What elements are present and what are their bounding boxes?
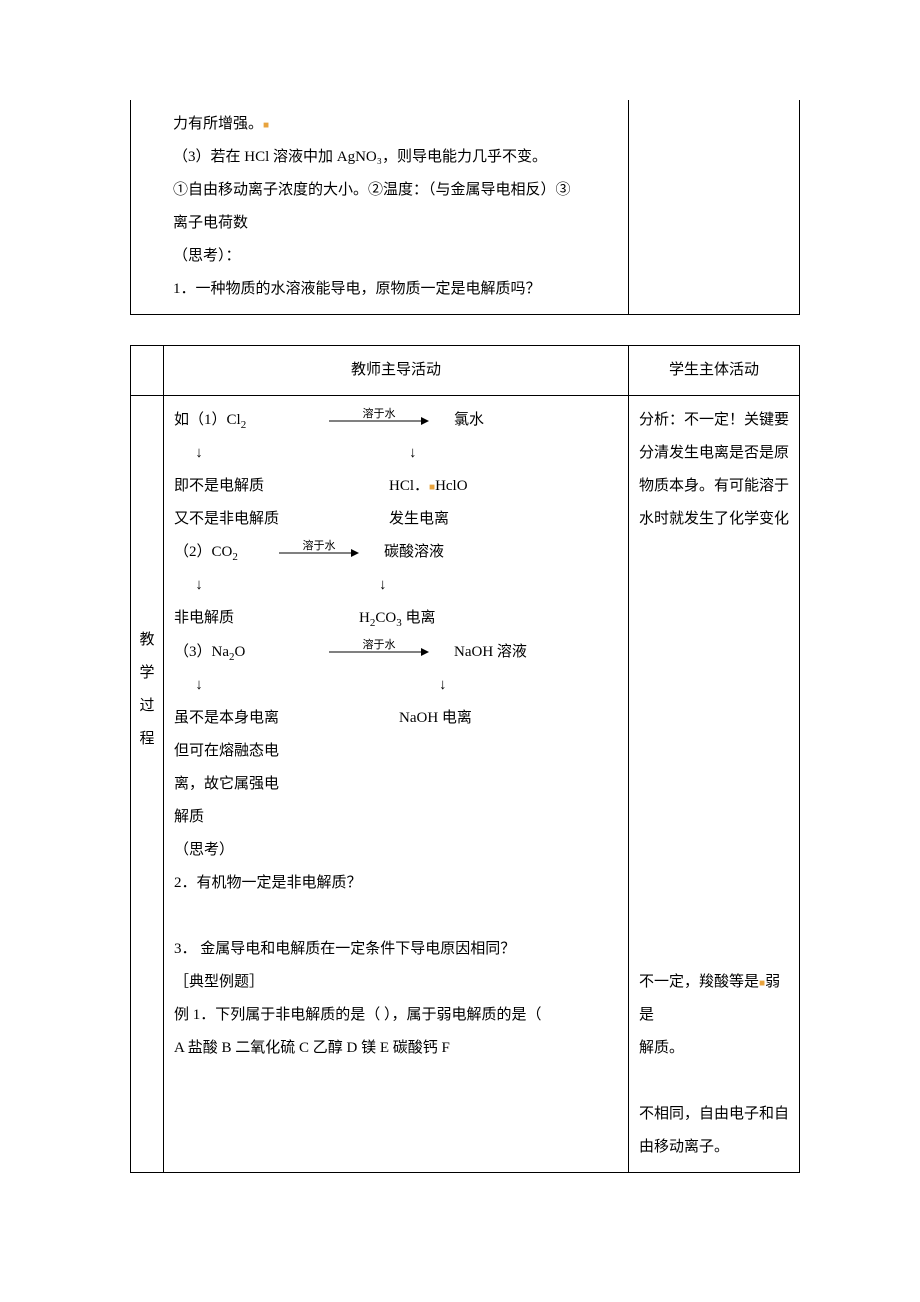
rxn3-left-text: （3）Na: [174, 644, 229, 660]
rxn3-line: （3）Na2O 溶于水 NaOH 溶液: [174, 636, 618, 669]
rxn3-res4: 解质: [174, 801, 618, 834]
main-table: 教师主导活动 学生主体活动 教 学 过 程 如（1）Cl2: [130, 345, 800, 1173]
down-arrow-icon: ↓: [174, 569, 224, 602]
rxn1-left-text: 如（1）Cl: [174, 412, 241, 428]
t1-line: ①自由移动离子浓度的大小。②温度：（与金属导电相反）③: [173, 174, 618, 207]
rxn3-left: （3）Na2O: [174, 636, 324, 669]
orange-dot-icon: ■: [263, 120, 269, 131]
rxn3-right: NaOH 溶液: [454, 636, 527, 669]
header-label-cell: [131, 346, 164, 396]
rxn1-line: 如（1）Cl2 溶于水 氯水: [174, 404, 618, 437]
header-student: 学生主体活动: [629, 346, 800, 396]
header-teacher: 教师主导活动: [164, 346, 629, 396]
rxn2-res1-right: H2CO3 电离: [359, 602, 435, 635]
down-arrow-icon: ↓: [379, 569, 387, 602]
teacher-cell: 如（1）Cl2 溶于水 氯水 ↓ ↓ 即不是电解质 HCl．■HclO: [164, 396, 629, 1173]
rxn3-res1-right: NaOH 电离: [399, 702, 472, 735]
student-block-2: 不一定，羧酸等是■弱是 解质。: [639, 966, 789, 1065]
rxn2-res1: 非电解质 H2CO3 电离: [174, 602, 618, 635]
sb2-line-text: 不一定，羧酸等是: [639, 974, 759, 990]
rxn3-down: ↓ ↓: [174, 669, 618, 702]
t1-line: （3）若在 HCl 溶液中加 AgNO₃，则导电能力几乎不变。: [173, 141, 618, 174]
arrow-wrap: 溶于水: [324, 416, 434, 426]
rxn2-left: （2）CO2: [174, 536, 274, 569]
t1-line-text: 力有所增强。: [173, 116, 263, 132]
rxn3-res1-left: 虽不是本身电离: [174, 702, 344, 735]
arrow-wrap: 溶于水: [324, 647, 434, 657]
down-arrow-icon: ↓: [439, 669, 447, 702]
down-arrow-icon: ↓: [174, 437, 224, 470]
rxn1-res1-left: 即不是电解质: [174, 470, 344, 503]
rxn1-left-sub: 2: [241, 419, 247, 431]
sb1-line: 分清发生电离是否是原: [639, 437, 789, 470]
t1-line: 力有所增强。■: [173, 108, 618, 141]
top-table-right-cell: [629, 100, 800, 315]
sb3-line: 由移动离子。: [639, 1131, 789, 1164]
arrow-label: 溶于水: [324, 402, 434, 426]
vlabel-char: 程: [133, 723, 161, 756]
top-table-main-cell: 力有所增强。■ （3）若在 HCl 溶液中加 AgNO₃，则导电能力几乎不变。 …: [131, 100, 629, 315]
vlabel-char: 学: [133, 657, 161, 690]
t1-line: 1．一种物质的水溶液能导电，原物质一定是电解质吗？: [173, 273, 618, 306]
rxn1-res1-right: HCl．■HclO: [389, 470, 468, 503]
rxn3-res2: 但可在熔融态电: [174, 735, 618, 768]
sb2-line: 解质。: [639, 1032, 789, 1065]
vlabel-char: 教: [133, 624, 161, 657]
rxn2-down: ↓ ↓: [174, 569, 618, 602]
student-gap: [639, 536, 789, 966]
rxn1-right: 氯水: [454, 404, 484, 437]
page-container: 力有所增强。■ （3）若在 HCl 溶液中加 AgNO₃，则导电能力几乎不变。 …: [0, 0, 920, 1233]
sb2-line: 不一定，羧酸等是■弱是: [639, 966, 789, 1032]
rxn1-res2-left: 又不是非电解质: [174, 503, 344, 536]
rxn1-res2-right: 发生电离: [389, 503, 449, 536]
extra-line: ［典型例题］: [174, 966, 618, 999]
rxn3-res1: 虽不是本身电离 NaOH 电离: [174, 702, 618, 735]
rxn2-left-sub: 2: [232, 551, 238, 563]
arrow-wrap: 溶于水: [274, 548, 364, 558]
extra-line: 3． 金属导电和电解质在一定条件下导电原因相同？: [174, 933, 618, 966]
student-block-3: 不相同，自由电子和自 由移动离子。: [639, 1098, 789, 1164]
rxn2-res1-left: 非电解质: [174, 602, 344, 635]
sb1-line: 水时就发生了化学变化: [639, 503, 789, 536]
orange-dot-icon: ■: [429, 482, 435, 493]
table-gap: [130, 315, 800, 345]
student-gap-2: [639, 1065, 789, 1098]
extra-line: （思考）: [174, 834, 618, 867]
down-arrow-icon: ↓: [409, 437, 417, 470]
down-arrow-icon: ↓: [174, 669, 224, 702]
rxn2-left-text: （2）CO: [174, 544, 232, 560]
rxn1-down: ↓ ↓: [174, 437, 618, 470]
student-cell: 分析：不一定！关键要 分清发生电离是否是原 物质本身。有可能溶于 水时就发生了化…: [629, 396, 800, 1173]
vlabel-char: 过: [133, 690, 161, 723]
rxn1-res1: 即不是电解质 HCl．■HclO: [174, 470, 618, 503]
student-block-1: 分析：不一定！关键要 分清发生电离是否是原 物质本身。有可能溶于 水时就发生了化…: [639, 404, 789, 536]
vertical-label: 教 学 过 程: [133, 404, 161, 756]
sb1-line: 物质本身。有可能溶于: [639, 470, 789, 503]
rxn2-line: （2）CO2 溶于水 碳酸溶液: [174, 536, 618, 569]
t1-line: 离子电荷数: [173, 207, 618, 240]
extra-line: 2．有机物一定是非电解质？: [174, 867, 618, 900]
sb1-line: 分析：不一定！关键要: [639, 404, 789, 437]
top-table: 力有所增强。■ （3）若在 HCl 溶液中加 AgNO₃，则导电能力几乎不变。 …: [130, 100, 800, 315]
rxn2-right: 碳酸溶液: [384, 536, 444, 569]
rxn3-left-suffix: O: [235, 644, 246, 660]
row-label-cell: 教 学 过 程: [131, 396, 164, 1173]
rxn3-res3: 离，故它属强电: [174, 768, 618, 801]
arrow-label: 溶于水: [324, 633, 434, 657]
rxn1-res2: 又不是非电解质 发生电离: [174, 503, 618, 536]
sb3-line: 不相同，自由电子和自: [639, 1098, 789, 1131]
extra-line: A 盐酸 B 二氧化硫 C 乙醇 D 镁 E 碳酸钙 F: [174, 1032, 618, 1065]
rxn1-left: 如（1）Cl2: [174, 404, 324, 437]
body-row: 教 学 过 程 如（1）Cl2 溶于水 氯水: [131, 396, 800, 1173]
extra-line: 例 1．下列属于非电解质的是（ ），属于弱电解质的是（: [174, 999, 618, 1032]
header-row: 教师主导活动 学生主体活动: [131, 346, 800, 396]
extra-line-blank: [174, 900, 618, 933]
t1-line: （思考）：: [173, 240, 618, 273]
arrow-label: 溶于水: [274, 534, 364, 558]
